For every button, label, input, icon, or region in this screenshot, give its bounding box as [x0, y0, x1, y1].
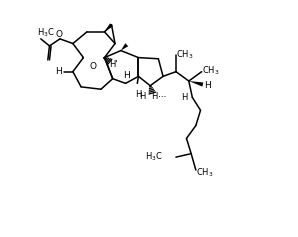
- Text: CH$_3$: CH$_3$: [176, 49, 193, 61]
- Text: H$_3$C: H$_3$C: [145, 151, 163, 163]
- Text: CH$_3$: CH$_3$: [202, 65, 220, 77]
- Text: CH$_3$: CH$_3$: [196, 167, 213, 179]
- Polygon shape: [105, 23, 113, 32]
- Text: H$\cdots$: H$\cdots$: [151, 90, 167, 101]
- Text: H: H: [56, 67, 62, 76]
- Text: O: O: [89, 63, 96, 72]
- Text: O: O: [55, 30, 63, 39]
- Text: H$_3$C: H$_3$C: [37, 26, 54, 39]
- Polygon shape: [189, 81, 203, 87]
- Text: H: H: [136, 90, 142, 99]
- Text: H: H: [181, 93, 187, 102]
- Text: H': H': [109, 60, 118, 69]
- Text: H: H: [139, 91, 145, 100]
- Text: H: H: [204, 81, 211, 90]
- Polygon shape: [121, 43, 128, 50]
- Text: H: H: [123, 71, 130, 80]
